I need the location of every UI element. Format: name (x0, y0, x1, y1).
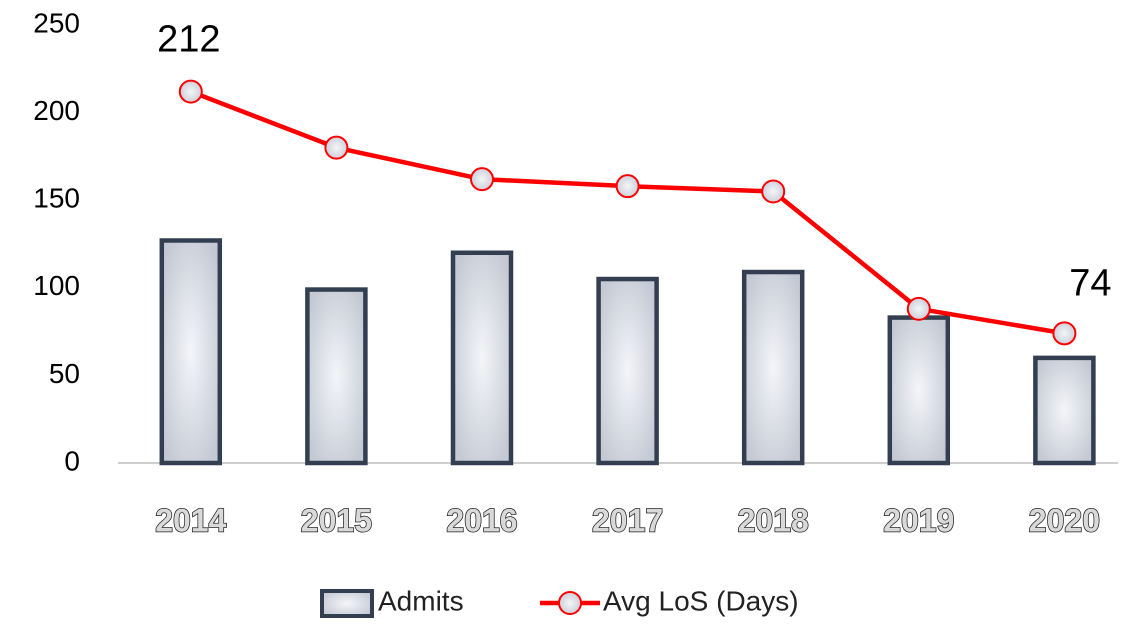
bar (887, 315, 951, 466)
line-marker (1052, 321, 1077, 346)
x-tick-label: 2014 (155, 502, 226, 538)
bar (1033, 355, 1096, 466)
y-tick-label: 250 (33, 7, 80, 38)
y-tick-label: 50 (49, 358, 80, 389)
bar (450, 250, 514, 466)
legend-swatch-marker (558, 591, 582, 615)
bar (159, 238, 223, 466)
line-marker (178, 79, 203, 104)
legend-label: Admits (378, 585, 464, 616)
x-tick-label: 2018 (738, 502, 809, 538)
legend-swatch (320, 589, 374, 618)
line-marker (761, 179, 786, 204)
line-marker (906, 296, 931, 321)
line-marker (470, 167, 494, 192)
y-tick-label: 0 (64, 445, 80, 476)
y-tick-label: 150 (33, 183, 80, 214)
y-tick-label: 100 (33, 270, 80, 301)
y-tick-label: 200 (33, 95, 80, 126)
line-marker (615, 174, 640, 199)
legend-label: Avg LoS (Days) (603, 585, 799, 616)
bar (741, 269, 805, 466)
bar (596, 276, 659, 466)
x-tick-label: 2020 (1029, 502, 1100, 538)
x-tick-label: 2017 (592, 502, 663, 538)
bar (305, 287, 368, 466)
data-label: 74 (1069, 262, 1111, 304)
x-tick-label: 2015 (301, 502, 372, 538)
data-label: 212 (157, 19, 220, 61)
x-tick-label: 2019 (883, 502, 954, 538)
x-tick-label: 2016 (446, 502, 517, 538)
line-marker (324, 135, 349, 160)
